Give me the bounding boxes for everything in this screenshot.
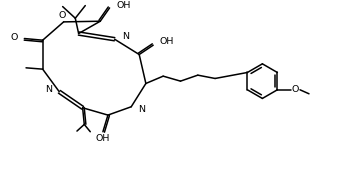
Text: N: N <box>122 32 129 41</box>
Text: N: N <box>45 85 52 94</box>
Text: OH: OH <box>160 37 174 46</box>
Text: O: O <box>10 33 18 42</box>
Text: N: N <box>139 105 146 114</box>
Text: OH: OH <box>95 134 110 143</box>
Text: O: O <box>58 11 66 20</box>
Text: OH: OH <box>117 1 131 10</box>
Text: O: O <box>292 85 299 94</box>
